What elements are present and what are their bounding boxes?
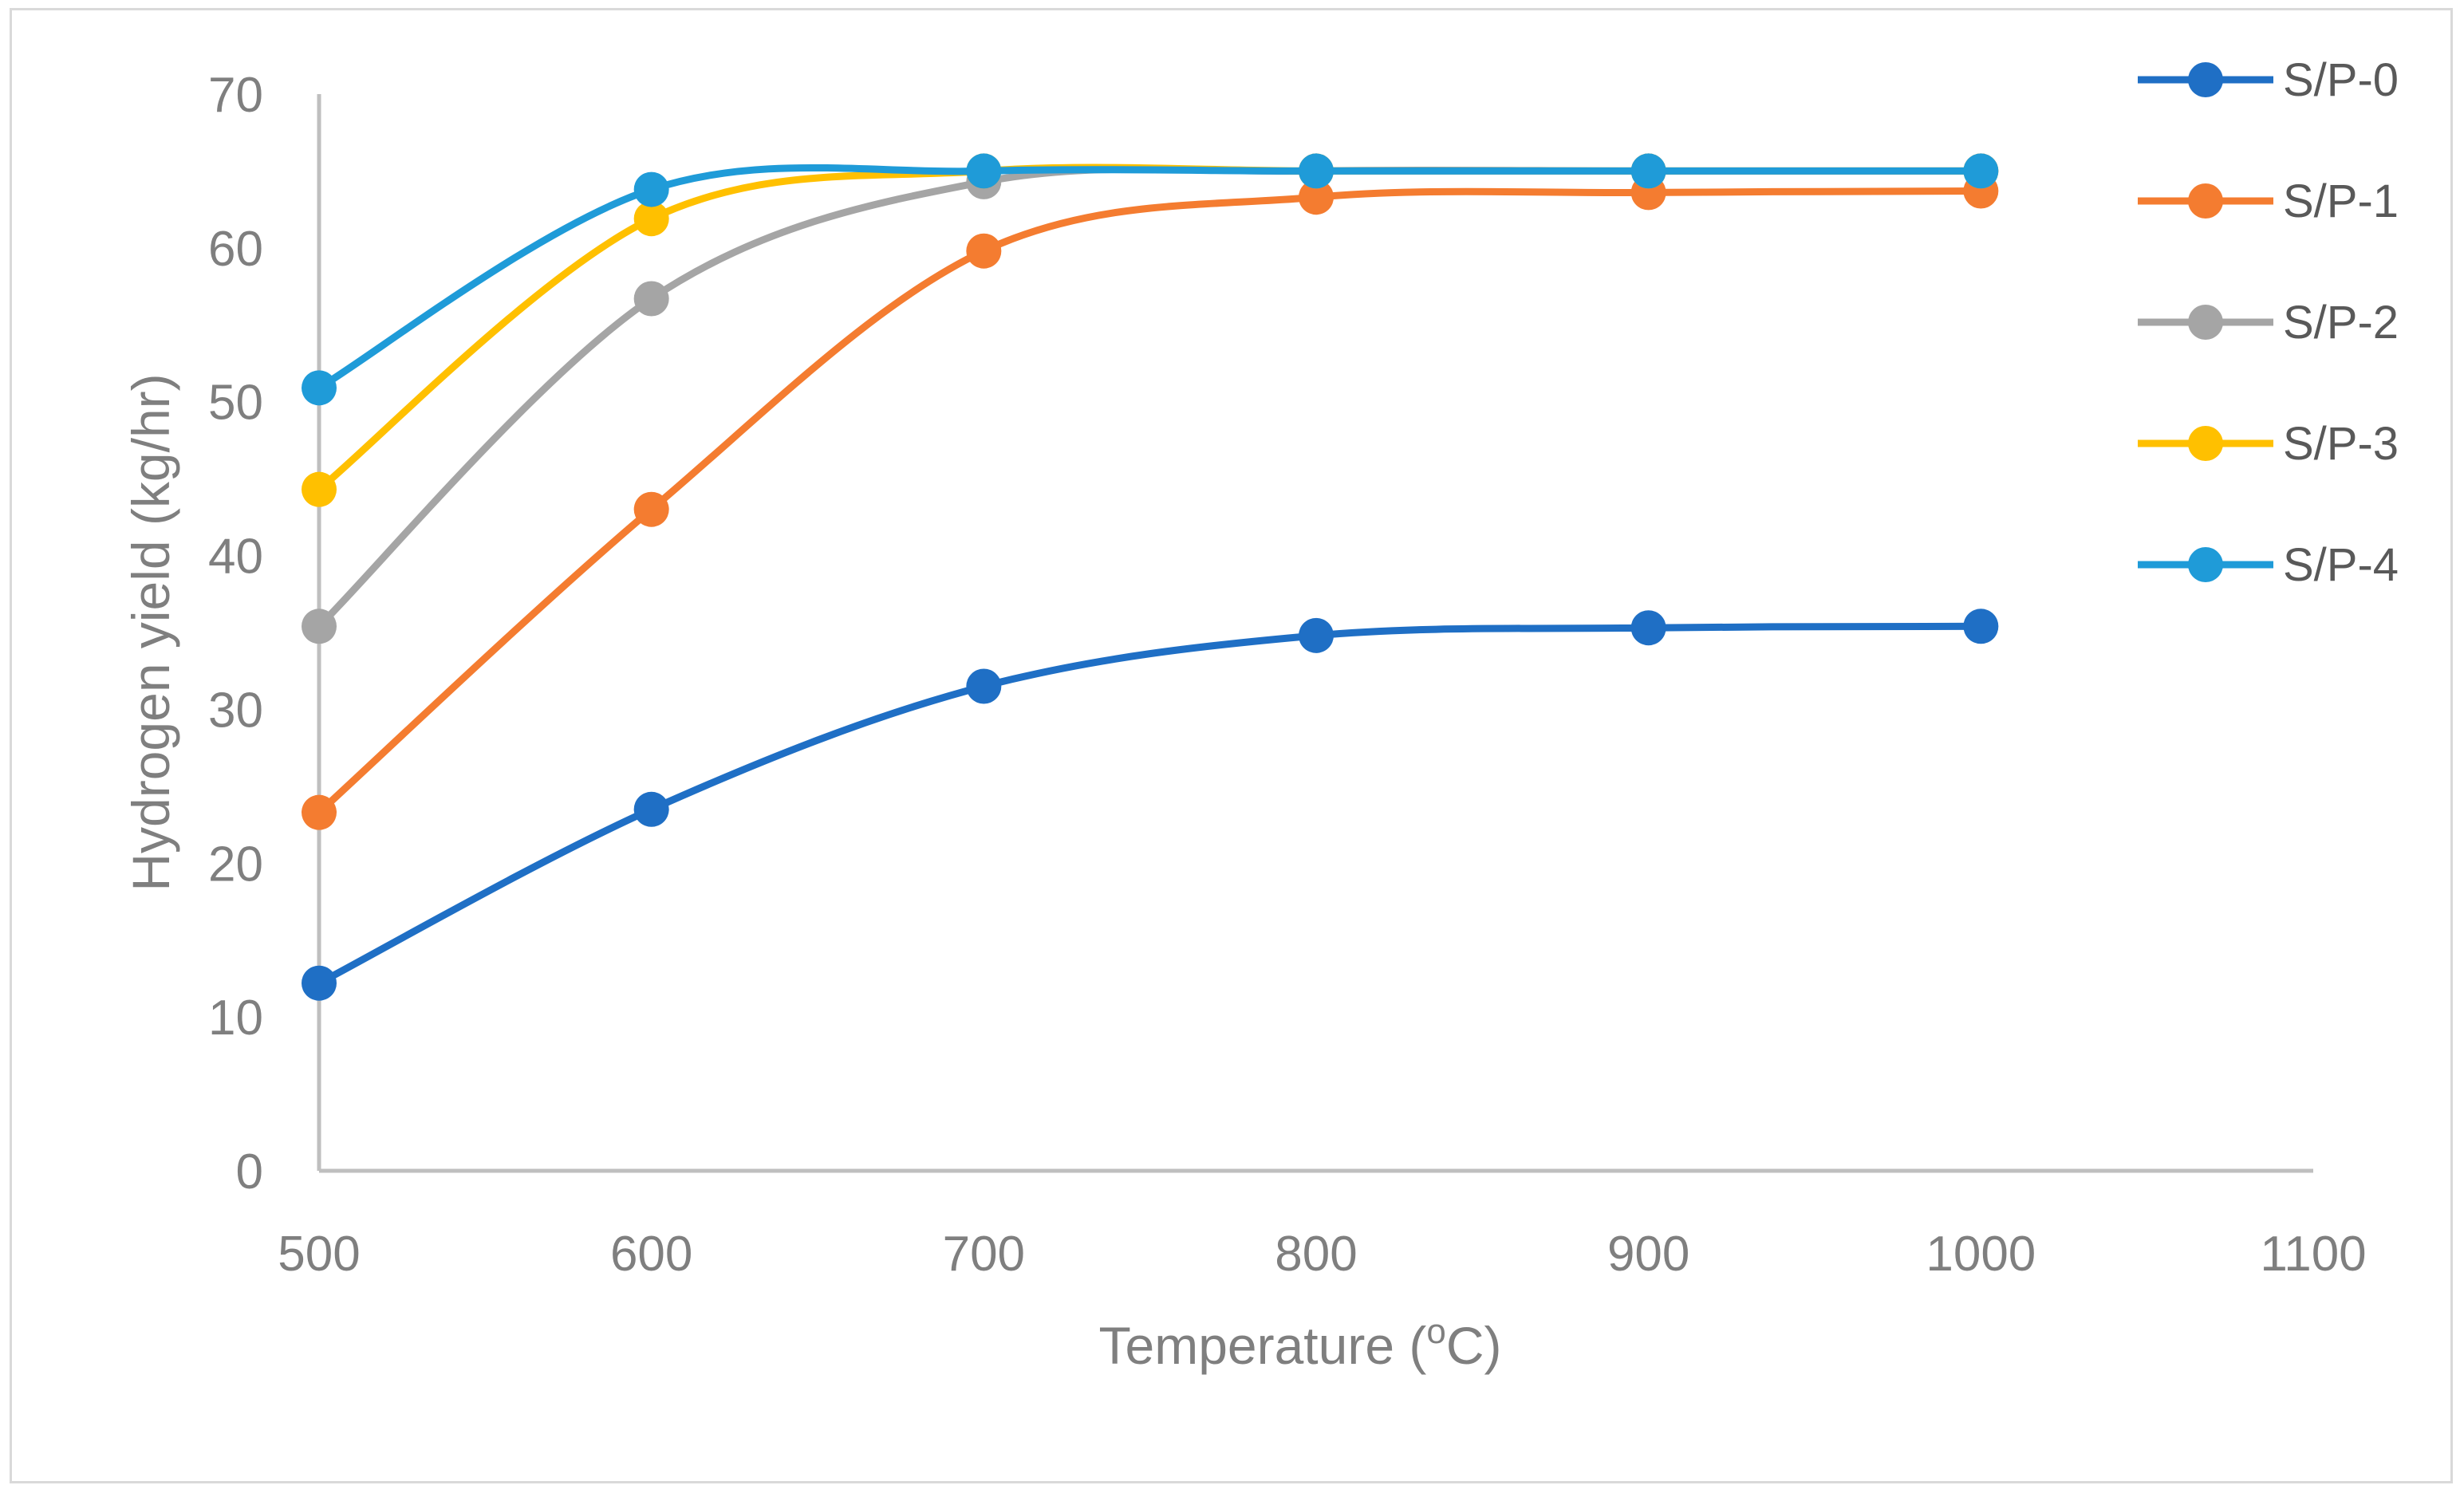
x-tick-label: 1000 xyxy=(1926,1227,2036,1282)
legend-marker xyxy=(2188,183,2223,219)
data-point xyxy=(302,794,337,830)
x-axis-title-main: Temperature ( xyxy=(1099,1316,1427,1375)
data-point xyxy=(302,609,337,644)
legend-label: S/P-4 xyxy=(2283,539,2399,591)
legend: S/P-0 S/P-1 S/P-2 S/P-3 S/P-4 xyxy=(2138,54,2399,591)
legend-marker xyxy=(2188,426,2223,461)
data-point xyxy=(966,668,1002,704)
legend-label: S/P-2 xyxy=(2283,297,2399,349)
data-point xyxy=(1299,617,1334,653)
x-axis-title: Temperature (oC) xyxy=(1099,1312,1502,1375)
x-tick-label: 900 xyxy=(1607,1227,1689,1282)
data-point xyxy=(633,281,669,317)
data-point xyxy=(1630,610,1666,646)
series-S/P-4 xyxy=(302,153,1999,406)
x-tick-label: 700 xyxy=(943,1227,1025,1282)
series-S/P-0 xyxy=(302,609,1999,1001)
series-S/P-2 xyxy=(302,153,1999,644)
series-layer xyxy=(302,153,1999,1001)
x-tick-labels: 500 600 700 800 900 1000 1100 xyxy=(278,1227,2366,1282)
data-point xyxy=(302,965,337,1001)
data-point xyxy=(966,233,1002,269)
data-point xyxy=(302,471,337,507)
data-point xyxy=(1630,153,1666,189)
x-tick-label: 800 xyxy=(1275,1227,1357,1282)
data-point xyxy=(1299,153,1334,189)
chart-frame xyxy=(10,8,2453,1483)
data-point xyxy=(633,171,669,207)
series-line xyxy=(315,622,1985,987)
legend-item: S/P-0 xyxy=(2138,54,2399,106)
y-tick-label: 20 xyxy=(208,837,263,892)
x-axis-title-suffix: C) xyxy=(1446,1316,1502,1375)
legend-marker xyxy=(2188,305,2223,340)
x-tick-label: 500 xyxy=(278,1227,360,1282)
data-point xyxy=(1963,609,1999,644)
legend-label: S/P-3 xyxy=(2283,418,2399,470)
x-axis-title-superscript: o xyxy=(1426,1312,1445,1351)
legend-marker xyxy=(2188,62,2223,97)
data-point xyxy=(633,201,669,237)
y-tick-label: 60 xyxy=(208,222,263,277)
y-tick-label: 0 xyxy=(236,1144,263,1200)
data-point xyxy=(966,153,1002,189)
data-point xyxy=(633,491,669,527)
legend-item: S/P-1 xyxy=(2138,175,2399,227)
series-line xyxy=(315,165,1985,630)
series-line xyxy=(315,187,1985,817)
data-point xyxy=(1299,179,1334,215)
y-tick-labels: 0 10 20 30 40 50 60 70 xyxy=(208,68,263,1200)
y-tick-label: 70 xyxy=(208,68,263,123)
data-point xyxy=(1963,153,1999,189)
y-axis-title: Hydrogen yield (kg/hr) xyxy=(121,373,180,891)
legend-item: S/P-4 xyxy=(2138,539,2399,591)
legend-item: S/P-2 xyxy=(2138,297,2399,349)
data-point xyxy=(633,791,669,827)
y-tick-label: 40 xyxy=(208,530,263,585)
y-tick-label: 50 xyxy=(208,376,263,431)
legend-item: S/P-3 xyxy=(2138,418,2399,470)
series-line xyxy=(315,163,1985,392)
legend-marker xyxy=(2188,547,2223,582)
y-tick-label: 10 xyxy=(208,991,263,1046)
x-tick-label: 600 xyxy=(610,1227,692,1282)
x-tick-label: 1100 xyxy=(2260,1227,2366,1282)
series-line xyxy=(315,163,1985,494)
data-point xyxy=(302,370,337,406)
legend-label: S/P-1 xyxy=(2283,175,2399,227)
y-tick-label: 30 xyxy=(208,683,263,738)
series-S/P-1 xyxy=(302,173,1999,830)
legend-label: S/P-0 xyxy=(2283,54,2399,106)
